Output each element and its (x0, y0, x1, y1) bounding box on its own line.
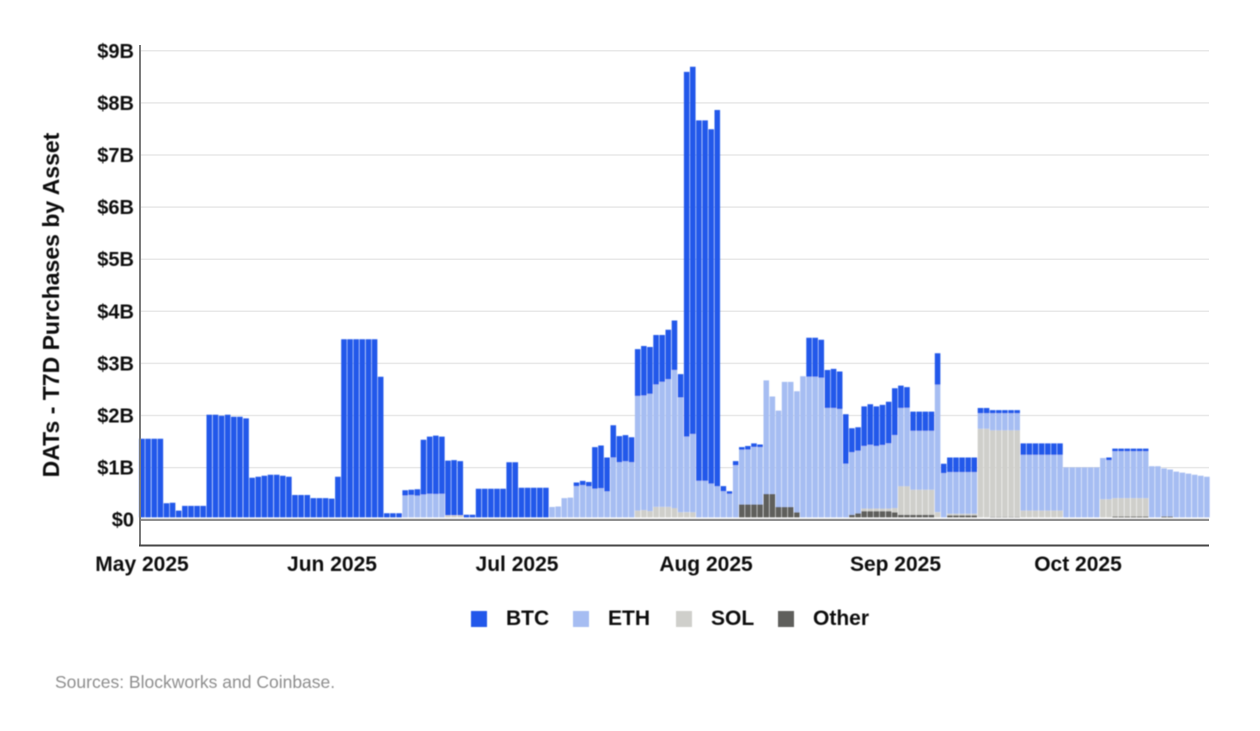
svg-text:SOL: SOL (711, 607, 754, 630)
svg-text:Sep 2025: Sep 2025 (850, 553, 941, 576)
svg-text:Sources: Blockworks and Coinba: Sources: Blockworks and Coinbase. (55, 672, 335, 692)
svg-text:$4B: $4B (97, 301, 134, 323)
svg-text:DATs - T7D Purchases by Asset: DATs - T7D Purchases by Asset (38, 132, 64, 477)
svg-text:Oct 2025: Oct 2025 (1034, 553, 1122, 576)
svg-text:Other: Other (813, 607, 869, 630)
svg-text:$1B: $1B (97, 458, 134, 480)
svg-text:ETH: ETH (608, 607, 650, 630)
svg-text:BTC: BTC (506, 607, 549, 630)
svg-text:$0: $0 (112, 510, 134, 532)
svg-text:Jun 2025: Jun 2025 (287, 553, 377, 576)
svg-text:$5B: $5B (97, 249, 134, 271)
svg-text:$8B: $8B (97, 93, 134, 115)
svg-text:$2B: $2B (97, 406, 134, 428)
svg-text:Jul 2025: Jul 2025 (476, 553, 559, 576)
svg-text:Aug 2025: Aug 2025 (659, 553, 753, 576)
svg-text:$6B: $6B (97, 197, 134, 219)
svg-text:May 2025: May 2025 (95, 553, 189, 576)
svg-text:$9B: $9B (97, 41, 134, 63)
svg-text:$3B: $3B (97, 353, 134, 375)
svg-text:$7B: $7B (97, 145, 134, 167)
